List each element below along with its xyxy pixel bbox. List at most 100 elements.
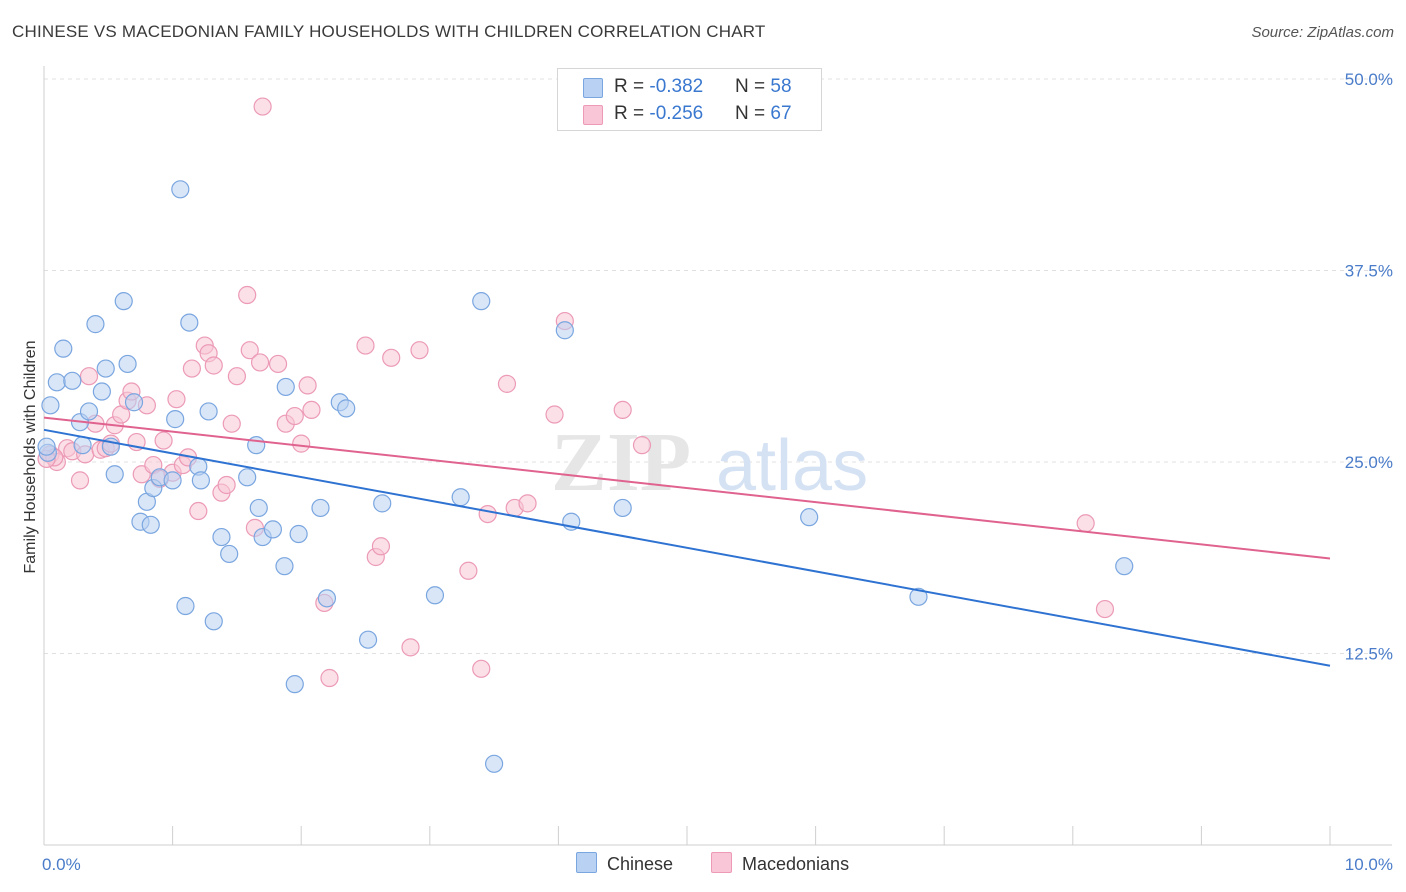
chinese-point	[73, 436, 92, 455]
chinese-point	[317, 589, 337, 608]
chinese-point	[263, 520, 283, 539]
chinese-point	[425, 586, 445, 605]
macedonians-trend-line	[43, 416, 1331, 560]
chinese-point	[63, 371, 82, 390]
chinese-point	[451, 488, 470, 507]
chinese-point	[358, 630, 378, 649]
chinese-point	[275, 557, 294, 576]
chinese-point	[220, 544, 239, 564]
stats-legend: R = -0.382 N = 58 R = -0.256 N = 67	[557, 68, 822, 131]
chinese-point	[124, 393, 144, 412]
chinese-point	[114, 292, 133, 311]
legend-r: R = -0.382	[614, 76, 704, 97]
macedonian-point	[298, 376, 317, 395]
macedonian-point	[268, 354, 288, 374]
macedonian-point	[204, 356, 223, 375]
chinese-points	[37, 180, 1134, 773]
y-tick-label: 37.5%	[1345, 262, 1393, 281]
chinese-point	[79, 402, 99, 421]
chinese-point	[118, 354, 137, 374]
chinese-point	[105, 465, 124, 484]
chinese-point	[1115, 557, 1134, 576]
y-tick-label: 12.5%	[1345, 645, 1393, 664]
chinese-point	[311, 498, 330, 518]
chinese-legend-label: Chinese	[607, 854, 674, 874]
chinese-point	[289, 524, 308, 544]
macedonian-point	[497, 374, 517, 393]
macedonian-point	[410, 341, 429, 360]
macedonian-point	[253, 97, 272, 116]
chinese-point	[337, 399, 356, 418]
chinese-trend-line	[43, 428, 1331, 667]
chinese-point	[171, 180, 190, 199]
macedonian-point	[371, 537, 391, 556]
macedonians-swatch	[583, 105, 603, 125]
chinese-point	[141, 515, 160, 534]
y-tick-labels: 12.5% 25.0% 37.5% 50.0%	[1345, 70, 1393, 664]
x-tick-label-min: 0.0%	[42, 855, 81, 874]
chinese-point	[180, 313, 199, 332]
chinese-point	[86, 315, 105, 334]
macedonian-point	[189, 501, 208, 521]
chinese-point	[191, 471, 210, 490]
chinese-point	[199, 402, 218, 421]
y-tick-label: 25.0%	[1345, 453, 1393, 472]
macedonians-points	[37, 97, 1115, 688]
macedonian-point	[518, 494, 537, 513]
chinese-point	[37, 437, 56, 456]
macedonian-point	[632, 436, 652, 455]
macedonian-point	[320, 668, 339, 688]
chart-title: CHINESE VS MACEDONIAN FAMILY HOUSEHOLDS …	[12, 22, 766, 41]
bottom-legend-macedonians[interactable]: Macedonians	[711, 852, 849, 875]
bottom-legend-chinese[interactable]: Chinese	[576, 852, 673, 875]
y-axis-label: Family Households with Children	[22, 341, 39, 574]
chinese-point	[555, 321, 574, 340]
macedonian-point	[459, 561, 478, 580]
chinese-point	[249, 498, 268, 518]
legend-n: N = 67	[735, 103, 792, 124]
watermark-atlas: atlas	[716, 426, 868, 506]
macedonian-point	[478, 504, 497, 524]
macedonian-point	[1076, 514, 1095, 533]
macedonian-point	[182, 359, 201, 378]
chinese-point	[373, 494, 392, 513]
chinese-point	[163, 471, 182, 490]
macedonian-point	[250, 353, 270, 372]
chinese-point	[166, 410, 185, 429]
chinese-point	[909, 587, 928, 606]
macedonian-point	[292, 434, 311, 453]
y-tick-label: 50.0%	[1345, 70, 1393, 89]
macedonian-point	[545, 405, 564, 424]
macedonian-point	[302, 400, 321, 420]
legend-r: R = -0.256	[614, 103, 704, 124]
grid	[44, 78, 1392, 654]
chinese-point	[800, 508, 819, 527]
chinese-legend-swatch	[576, 852, 597, 873]
chinese-swatch	[583, 78, 603, 98]
chinese-point	[47, 373, 66, 392]
chinese-point	[613, 498, 632, 518]
chinese-point	[204, 612, 223, 631]
macedonian-point	[238, 285, 257, 305]
chinese-point	[176, 596, 195, 616]
macedonian-point	[1095, 599, 1115, 619]
watermark-zip: ZIP	[551, 416, 691, 509]
macedonian-point	[222, 414, 241, 433]
chinese-point	[485, 754, 504, 773]
legend-n: N = 58	[735, 76, 792, 97]
macedonian-point	[227, 367, 246, 386]
chinese-point	[96, 359, 115, 378]
macedonian-point	[79, 367, 99, 386]
macedonian-point	[382, 348, 401, 367]
macedonian-point	[217, 475, 236, 495]
chinese-point	[212, 527, 231, 547]
chinese-point	[54, 339, 73, 358]
macedonians-legend-swatch	[711, 852, 732, 873]
macedonian-point	[285, 406, 304, 426]
macedonian-point	[70, 471, 90, 490]
chinese-point	[472, 292, 491, 311]
chinese-point	[285, 675, 304, 694]
x-tick-label-max: 10.0%	[1345, 855, 1393, 874]
macedonian-point	[472, 659, 491, 678]
